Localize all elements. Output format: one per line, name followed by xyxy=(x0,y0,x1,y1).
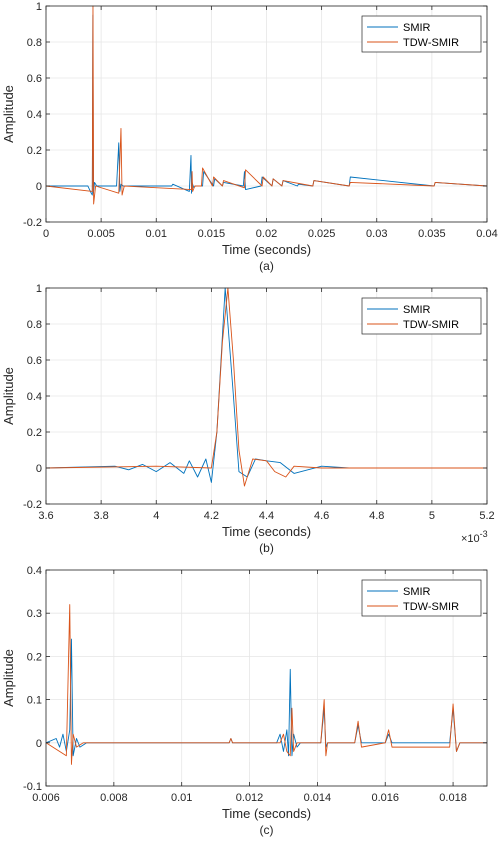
x-tick-label: 0.005 xyxy=(87,228,115,240)
x-tick-label: 4.8 xyxy=(369,510,384,522)
x-tick-label: 4.4 xyxy=(259,510,274,522)
x-tick-label: 0.01 xyxy=(146,228,167,240)
series-line-tdw-smir xyxy=(45,287,487,487)
x-tick-label: 0.012 xyxy=(236,792,264,804)
x-tick-label: 5.2 xyxy=(479,510,494,522)
x-tick-label: 0.016 xyxy=(371,792,399,804)
y-tick-label: -0.1 xyxy=(23,781,42,793)
chart-2: 3.6 3.8 4 4.2 4.4 4.6 4.8 5 5.2 -0.2 0 0.2 0.4 0.6 0.8… xyxy=(1,283,495,555)
chart-1: 0 0.005 0.01 0.015 0.02 0.025 0.03 0.035 0.04 -0.… xyxy=(1,1,498,273)
legend-label: SMIR xyxy=(403,22,431,34)
x-tick-label: 0.018 xyxy=(439,792,467,804)
legend-label: SMIR xyxy=(403,304,431,316)
x-tick-label: 4 xyxy=(153,510,159,522)
series-line-smir xyxy=(45,638,487,757)
x-tick-label: 0 xyxy=(43,228,49,240)
x-tick-label: 4.2 xyxy=(204,510,219,522)
y-tick-label: 0 xyxy=(36,181,42,193)
y-tick-label: 1 xyxy=(36,283,42,295)
y-tick-label: 0.8 xyxy=(27,319,42,331)
y-tick-label: 1 xyxy=(36,1,42,13)
panel-caption: (b) xyxy=(259,541,274,555)
legend-box xyxy=(361,579,482,617)
y-tick-label: 0.8 xyxy=(27,37,42,49)
x-tick-label: 0.015 xyxy=(198,228,226,240)
series-line-tdw-smir xyxy=(45,604,487,765)
y-tick-label: -0.2 xyxy=(23,499,42,511)
y-tick-label: 0.1 xyxy=(27,695,42,707)
y-tick-label: 0.2 xyxy=(27,427,42,439)
x-tick-label: 0.04 xyxy=(476,228,497,240)
y-tick-label: 0.4 xyxy=(27,109,42,121)
axes-box xyxy=(45,569,488,787)
y-tick-label: 0.3 xyxy=(27,608,42,620)
series-line-smir xyxy=(46,14,488,196)
legend-box xyxy=(361,297,482,335)
y-axis-label: Amplitude xyxy=(1,649,16,707)
x-axis-label: Time (seconds) xyxy=(222,242,311,257)
y-tick-label: 0.4 xyxy=(27,391,42,403)
x-tick-label: 0.03 xyxy=(366,228,387,240)
x-tick-label: 0.01 xyxy=(171,792,192,804)
x-tick-label: 0.014 xyxy=(304,792,332,804)
y-tick-label: 0.2 xyxy=(27,145,42,157)
y-axis-label: Amplitude xyxy=(1,85,16,143)
y-tick-label: 0.4 xyxy=(27,565,42,577)
x-tick-label: 3.6 xyxy=(38,510,53,522)
legend-label: TDW-SMIR xyxy=(403,601,459,613)
y-tick-label: 0 xyxy=(36,738,42,750)
x-tick-label: 0.008 xyxy=(100,792,128,804)
panel-caption: (c) xyxy=(260,823,274,837)
x-tick-label: 3.8 xyxy=(93,510,108,522)
x-tick-label: 0.02 xyxy=(256,228,277,240)
y-tick-label: 0.6 xyxy=(27,73,42,85)
legend-label: TDW-SMIR xyxy=(403,319,459,331)
x-exponent-label: ×10-3 xyxy=(461,529,488,545)
x-tick-label: 0.035 xyxy=(418,228,446,240)
y-axis-label: Amplitude xyxy=(1,367,16,425)
legend: SMIR TDW-SMIR xyxy=(361,297,482,335)
x-tick-label: 0.025 xyxy=(308,228,336,240)
x-axis-label: Time (seconds) xyxy=(222,806,311,821)
legend: SMIR TDW-SMIR xyxy=(361,15,482,53)
legend: SMIR TDW-SMIR xyxy=(361,579,482,617)
legend-box xyxy=(361,15,482,53)
y-tick-label: 0 xyxy=(36,463,42,475)
chart-3: 0.006 0.008 0.01 0.012 0.014 0.016 0.018 -0.1 0 0… xyxy=(1,565,488,837)
x-tick-label: 5 xyxy=(429,510,435,522)
y-tick-label: 0.2 xyxy=(27,651,42,663)
x-tick-label: 0.006 xyxy=(32,792,60,804)
x-exponent: -3 xyxy=(480,529,488,539)
series-line-tdw-smir xyxy=(45,5,488,205)
x-axis-label: Time (seconds) xyxy=(222,524,311,539)
legend-label: SMIR xyxy=(403,586,431,598)
legend-label: TDW-SMIR xyxy=(403,37,459,49)
panel-caption: (a) xyxy=(259,259,274,273)
y-tick-label: -0.2 xyxy=(23,217,42,229)
x-tick-label: 4.6 xyxy=(314,510,329,522)
y-tick-label: 0.6 xyxy=(27,355,42,367)
